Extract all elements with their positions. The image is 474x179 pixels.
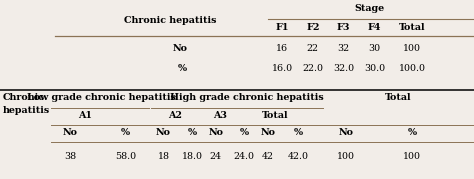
Text: 30: 30 — [368, 44, 381, 53]
Text: Low grade chronic hepatitis: Low grade chronic hepatitis — [27, 93, 176, 102]
Text: Stage: Stage — [355, 4, 385, 13]
Text: 30.0: 30.0 — [364, 64, 385, 73]
Text: 42.0: 42.0 — [288, 152, 309, 161]
Text: Chronic hepatitis: Chronic hepatitis — [124, 16, 217, 25]
Text: No: No — [338, 128, 354, 137]
Text: No: No — [63, 128, 78, 137]
Text: 16.0: 16.0 — [272, 64, 292, 73]
Text: No: No — [172, 44, 187, 53]
Text: hepatitis: hepatitis — [2, 106, 50, 115]
Text: A3: A3 — [213, 111, 228, 120]
Text: No: No — [260, 128, 275, 137]
Text: 42: 42 — [262, 152, 274, 161]
Text: 100: 100 — [403, 152, 421, 161]
Text: F3: F3 — [337, 23, 350, 32]
Text: 16: 16 — [276, 44, 288, 53]
Text: 32.0: 32.0 — [333, 64, 354, 73]
Text: %: % — [239, 128, 249, 137]
Text: Chronic: Chronic — [2, 93, 45, 102]
Text: Total: Total — [399, 23, 426, 32]
Text: No: No — [208, 128, 223, 137]
Text: No: No — [156, 128, 171, 137]
Text: A2: A2 — [168, 111, 182, 120]
Text: %: % — [408, 128, 417, 137]
Text: 22.0: 22.0 — [302, 64, 323, 73]
Text: F2: F2 — [306, 23, 319, 32]
Text: Total: Total — [385, 93, 411, 102]
Text: 38: 38 — [64, 152, 76, 161]
Text: 18: 18 — [157, 152, 170, 161]
Text: 18.0: 18.0 — [182, 152, 202, 161]
Text: 22: 22 — [307, 44, 319, 53]
Text: 24.0: 24.0 — [234, 152, 255, 161]
Text: High grade chronic hepatitis: High grade chronic hepatitis — [170, 93, 323, 102]
Text: F1: F1 — [275, 23, 289, 32]
Text: 100: 100 — [337, 152, 355, 161]
Text: %: % — [178, 64, 187, 73]
Text: 32: 32 — [337, 44, 350, 53]
Text: Total: Total — [262, 111, 288, 120]
Text: 24: 24 — [210, 152, 222, 161]
Text: 100.0: 100.0 — [399, 64, 426, 73]
Text: %: % — [294, 128, 303, 137]
Text: %: % — [187, 128, 197, 137]
Text: %: % — [121, 128, 130, 137]
Text: A1: A1 — [78, 111, 92, 120]
Text: 58.0: 58.0 — [115, 152, 136, 161]
Text: F4: F4 — [368, 23, 381, 32]
Text: 100: 100 — [403, 44, 421, 53]
